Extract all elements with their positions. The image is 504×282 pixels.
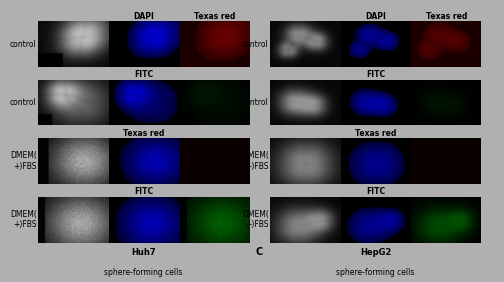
Text: Huh7: Huh7 (132, 248, 156, 257)
Text: FITC: FITC (366, 187, 386, 196)
Text: Texas red: Texas red (194, 12, 235, 21)
Text: FITC: FITC (135, 70, 154, 79)
Text: Texas red: Texas red (123, 129, 165, 138)
Text: control: control (10, 98, 37, 107)
Text: FITC: FITC (366, 70, 386, 79)
Text: control: control (242, 39, 269, 49)
Text: control: control (242, 98, 269, 107)
Text: FITC: FITC (135, 187, 154, 196)
Text: DMEM(
+)FBS: DMEM( +)FBS (242, 151, 269, 171)
Text: DMEM(
+)FBS: DMEM( +)FBS (242, 210, 269, 229)
Text: Texas red: Texas red (426, 12, 467, 21)
Text: sphere-forming cells: sphere-forming cells (104, 268, 183, 277)
Text: C: C (256, 247, 263, 257)
Text: Texas red: Texas red (355, 129, 397, 138)
Text: DAPI: DAPI (134, 12, 155, 21)
Text: DMEM(
+)FBS: DMEM( +)FBS (10, 151, 37, 171)
Text: control: control (10, 39, 37, 49)
Text: DMEM(
+)FBS: DMEM( +)FBS (10, 210, 37, 229)
Text: sphere-forming cells: sphere-forming cells (336, 268, 415, 277)
Text: HepG2: HepG2 (360, 248, 391, 257)
Text: DAPI: DAPI (365, 12, 387, 21)
